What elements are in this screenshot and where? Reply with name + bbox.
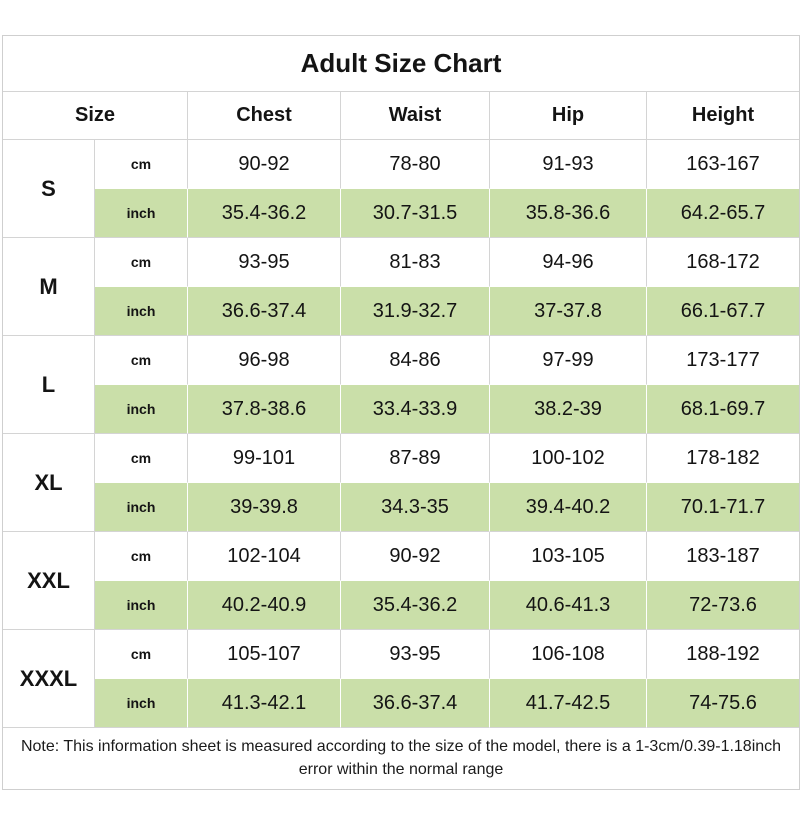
measurement-cell: 36.6-37.4 bbox=[188, 287, 341, 336]
size-label-xxl: XXL bbox=[3, 532, 95, 630]
table-row-s-inch: inch 35.4-36.2 30.7-31.5 35.8-36.6 64.2-… bbox=[3, 189, 800, 238]
measurement-cell: 183-187 bbox=[647, 532, 800, 581]
measurement-cell: 96-98 bbox=[188, 336, 341, 385]
measurement-cell: 40.2-40.9 bbox=[188, 581, 341, 630]
unit-label-inch: inch bbox=[95, 189, 188, 238]
measurement-cell: 35.4-36.2 bbox=[341, 581, 490, 630]
measurement-cell: 33.4-33.9 bbox=[341, 385, 490, 434]
measurement-cell: 39-39.8 bbox=[188, 483, 341, 532]
measurement-cell: 35.4-36.2 bbox=[188, 189, 341, 238]
table-row-xxl-inch: inch 40.2-40.9 35.4-36.2 40.6-41.3 72-73… bbox=[3, 581, 800, 630]
measurement-cell: 93-95 bbox=[188, 238, 341, 287]
measurement-cell: 37-37.8 bbox=[490, 287, 647, 336]
unit-label-cm: cm bbox=[95, 434, 188, 483]
page-title: Adult Size Chart bbox=[3, 36, 800, 92]
measurement-cell: 84-86 bbox=[341, 336, 490, 385]
table-row-s-cm: S cm 90-92 78-80 91-93 163-167 bbox=[3, 140, 800, 238]
table-row-m-inch: inch 36.6-37.4 31.9-32.7 37-37.8 66.1-67… bbox=[3, 287, 800, 336]
unit-label-inch: inch bbox=[95, 679, 188, 728]
unit-label-cm: cm bbox=[95, 238, 188, 287]
table-row-m-cm: M cm 93-95 81-83 94-96 168-172 bbox=[3, 238, 800, 336]
size-label-xxxl: XXXL bbox=[3, 630, 95, 728]
measurement-cell: 91-93 bbox=[490, 140, 647, 189]
measurement-cell: 38.2-39 bbox=[490, 385, 647, 434]
measurement-cell: 37.8-38.6 bbox=[188, 385, 341, 434]
size-chart-table: Adult Size Chart Size Chest Waist Hip He… bbox=[2, 35, 800, 791]
measurement-cell: 100-102 bbox=[490, 434, 647, 483]
note-text: Note: This information sheet is measured… bbox=[20, 738, 782, 779]
measurement-cell: 99-101 bbox=[188, 434, 341, 483]
unit-label-inch: inch bbox=[95, 483, 188, 532]
size-chart-sheet: Adult Size Chart Size Chest Waist Hip He… bbox=[2, 35, 800, 791]
column-header-row: Size Chest Waist Hip Height bbox=[3, 92, 800, 140]
column-header-height: Height bbox=[647, 92, 800, 140]
measurement-cell: 66.1-67.7 bbox=[647, 287, 800, 336]
measurement-cell: 36.6-37.4 bbox=[341, 679, 490, 728]
measurement-cell: 103-105 bbox=[490, 532, 647, 581]
size-label-s: S bbox=[3, 140, 95, 238]
table-row-xxxl-inch: inch 41.3-42.1 36.6-37.4 41.7-42.5 74-75… bbox=[3, 679, 800, 728]
measurement-cell: 35.8-36.6 bbox=[490, 189, 647, 238]
unit-label-inch: inch bbox=[95, 581, 188, 630]
measurement-cell: 90-92 bbox=[341, 532, 490, 581]
unit-label-inch: inch bbox=[95, 385, 188, 434]
measurement-cell: 87-89 bbox=[341, 434, 490, 483]
measurement-cell: 70.1-71.7 bbox=[647, 483, 800, 532]
measurement-cell: 178-182 bbox=[647, 434, 800, 483]
measurement-cell: 90-92 bbox=[188, 140, 341, 189]
measurement-cell: 93-95 bbox=[341, 630, 490, 679]
measurement-cell: 106-108 bbox=[490, 630, 647, 679]
measurement-cell: 68.1-69.7 bbox=[647, 385, 800, 434]
column-header-waist: Waist bbox=[341, 92, 490, 140]
measurement-cell: 94-96 bbox=[490, 238, 647, 287]
measurement-cell: 64.2-65.7 bbox=[647, 189, 800, 238]
measurement-cell: 102-104 bbox=[188, 532, 341, 581]
measurement-cell: 30.7-31.5 bbox=[341, 189, 490, 238]
measurement-cell: 78-80 bbox=[341, 140, 490, 189]
table-row-xl-inch: inch 39-39.8 34.3-35 39.4-40.2 70.1-71.7 bbox=[3, 483, 800, 532]
measurement-cell: 163-167 bbox=[647, 140, 800, 189]
unit-label-inch: inch bbox=[95, 287, 188, 336]
column-header-hip: Hip bbox=[490, 92, 647, 140]
measurement-cell: 97-99 bbox=[490, 336, 647, 385]
measurement-cell: 72-73.6 bbox=[647, 581, 800, 630]
measurement-cell: 168-172 bbox=[647, 238, 800, 287]
measurement-cell: 105-107 bbox=[188, 630, 341, 679]
table-row-xl-cm: XL cm 99-101 87-89 100-102 178-182 bbox=[3, 434, 800, 532]
title-row: Adult Size Chart bbox=[3, 36, 800, 92]
measurement-cell: 173-177 bbox=[647, 336, 800, 385]
column-header-size: Size bbox=[3, 92, 188, 140]
unit-label-cm: cm bbox=[95, 336, 188, 385]
measurement-cell: 34.3-35 bbox=[341, 483, 490, 532]
measurement-cell: 39.4-40.2 bbox=[490, 483, 647, 532]
measurement-cell: 41.7-42.5 bbox=[490, 679, 647, 728]
unit-label-cm: cm bbox=[95, 532, 188, 581]
size-label-m: M bbox=[3, 238, 95, 336]
measurement-cell: 40.6-41.3 bbox=[490, 581, 647, 630]
table-row-xxxl-cm: XXXL cm 105-107 93-95 106-108 188-192 bbox=[3, 630, 800, 728]
measurement-cell: 74-75.6 bbox=[647, 679, 800, 728]
column-header-chest: Chest bbox=[188, 92, 341, 140]
unit-label-cm: cm bbox=[95, 630, 188, 679]
note-row: Note: This information sheet is measured… bbox=[3, 728, 799, 789]
size-label-xl: XL bbox=[3, 434, 95, 532]
table-row-l-cm: L cm 96-98 84-86 97-99 173-177 bbox=[3, 336, 800, 434]
table-row-l-inch: inch 37.8-38.6 33.4-33.9 38.2-39 68.1-69… bbox=[3, 385, 800, 434]
measurement-cell: 41.3-42.1 bbox=[188, 679, 341, 728]
size-label-l: L bbox=[3, 336, 95, 434]
measurement-cell: 31.9-32.7 bbox=[341, 287, 490, 336]
measurement-cell: 188-192 bbox=[647, 630, 800, 679]
unit-label-cm: cm bbox=[95, 140, 188, 189]
measurement-cell: 81-83 bbox=[341, 238, 490, 287]
table-row-xxl-cm: XXL cm 102-104 90-92 103-105 183-187 bbox=[3, 532, 800, 630]
